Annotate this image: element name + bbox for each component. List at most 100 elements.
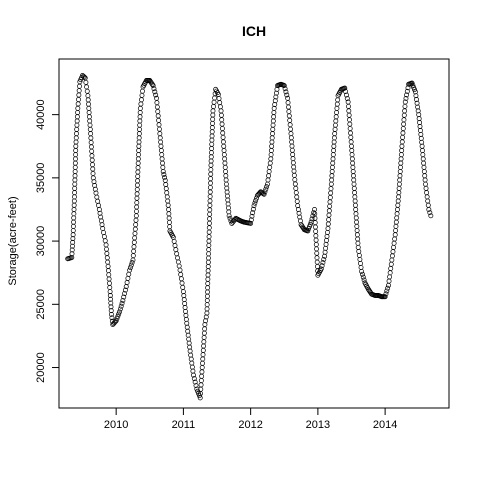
data-point <box>191 372 196 378</box>
data-point <box>108 308 114 314</box>
data-point <box>122 287 128 293</box>
data-point <box>320 260 326 266</box>
data-point <box>273 94 279 100</box>
data-point <box>191 376 197 382</box>
data-point <box>227 215 233 221</box>
data-point <box>69 251 75 257</box>
x-tick-label: 2014 <box>373 419 397 431</box>
data-point <box>261 191 267 197</box>
data-point <box>415 104 421 110</box>
data-point <box>427 210 433 216</box>
data-point <box>272 102 278 107</box>
data-point <box>307 224 312 229</box>
data-point <box>366 287 372 293</box>
data-point <box>128 262 134 268</box>
data-point <box>402 99 408 105</box>
data-point <box>414 100 420 106</box>
data-point <box>161 172 167 177</box>
data-point <box>114 316 120 321</box>
data-point <box>253 198 259 204</box>
data-point <box>226 213 232 219</box>
data-point <box>250 210 256 216</box>
data-point <box>117 309 122 315</box>
data-point <box>273 90 279 96</box>
data-point <box>360 274 366 280</box>
data-point <box>149 80 154 86</box>
data-point <box>249 213 255 219</box>
data-point <box>196 391 201 396</box>
data-point <box>321 256 327 262</box>
data-point <box>284 92 290 98</box>
data-point <box>409 80 415 86</box>
data-point <box>127 265 133 271</box>
data-point <box>311 210 317 216</box>
data-point <box>70 236 76 242</box>
data-point <box>342 85 348 91</box>
data-point <box>129 260 135 266</box>
data-point <box>119 300 125 306</box>
x-tick-label: 2010 <box>104 419 128 431</box>
data-points <box>65 72 434 401</box>
data-point <box>383 291 389 297</box>
data-point <box>404 88 410 94</box>
data-point <box>299 223 305 229</box>
data-point <box>121 294 127 300</box>
data-point <box>69 247 75 253</box>
data-point <box>403 95 409 101</box>
x-tick-label: 2012 <box>238 419 262 431</box>
data-point <box>248 217 254 223</box>
data-point <box>306 226 312 232</box>
data-point <box>318 266 324 272</box>
data-point <box>298 222 304 228</box>
data-point <box>149 81 155 87</box>
data-point <box>309 216 315 222</box>
data-point <box>282 86 288 92</box>
data-point <box>151 86 157 92</box>
y-tick-label: 30000 <box>35 226 47 257</box>
data-point <box>108 304 114 310</box>
y-tick-label: 40000 <box>35 99 47 130</box>
data-point <box>283 89 289 95</box>
data-point <box>300 224 306 230</box>
data-point <box>109 315 115 321</box>
data-point <box>410 82 416 88</box>
data-point <box>412 87 417 93</box>
data-point <box>162 174 168 180</box>
data-point <box>426 207 432 212</box>
data-point <box>117 306 123 312</box>
data-point <box>382 294 388 300</box>
data-point <box>384 288 390 294</box>
x-tick-label: 2013 <box>306 419 330 431</box>
data-point <box>108 296 114 302</box>
data-point <box>344 92 349 98</box>
data-point <box>264 184 270 190</box>
y-axis-label: Storage(acre-feet) <box>7 196 19 285</box>
data-point <box>152 89 158 95</box>
data-point <box>385 285 391 291</box>
data-point <box>365 286 371 292</box>
x-tick-label: 2011 <box>172 419 196 431</box>
data-point <box>281 83 287 89</box>
y-tick-label: 35000 <box>35 163 47 194</box>
data-point <box>193 383 199 389</box>
data-point <box>113 318 119 324</box>
data-point <box>262 189 268 195</box>
data-point <box>307 221 313 227</box>
data-point <box>412 89 418 95</box>
data-point <box>359 268 365 274</box>
data-point <box>192 379 198 385</box>
data-point <box>263 186 269 192</box>
data-point <box>81 74 87 80</box>
data-point <box>115 313 121 319</box>
data-point <box>411 84 417 90</box>
data-point <box>107 289 113 295</box>
data-point <box>359 271 365 277</box>
data-point <box>367 289 373 295</box>
data-point <box>305 228 311 234</box>
x-axis: 2010 2011 2012 2013 2014 <box>104 407 397 431</box>
data-point <box>248 220 254 226</box>
data-point <box>70 239 76 245</box>
data-point <box>147 78 153 83</box>
data-point <box>428 213 434 219</box>
